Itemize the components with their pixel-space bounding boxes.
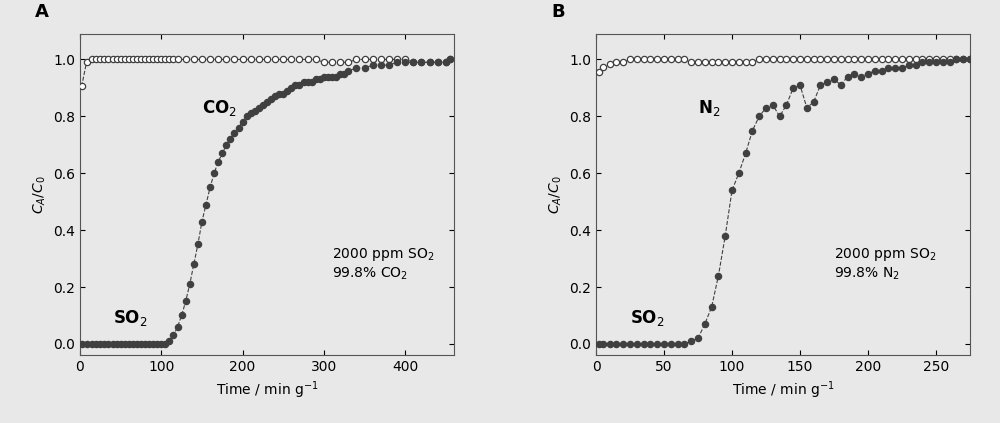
Text: SO$_2$: SO$_2$: [630, 308, 665, 328]
Text: CO$_2$: CO$_2$: [202, 98, 237, 118]
Text: 2000 ppm SO$_2$
99.8% N$_2$: 2000 ppm SO$_2$ 99.8% N$_2$: [834, 246, 936, 282]
Text: SO$_2$: SO$_2$: [113, 308, 147, 328]
Y-axis label: $C_A$/$C_0$: $C_A$/$C_0$: [31, 175, 48, 214]
Text: 2000 ppm SO$_2$
99.8% CO$_2$: 2000 ppm SO$_2$ 99.8% CO$_2$: [332, 246, 434, 282]
Text: A: A: [35, 3, 49, 21]
Text: N$_2$: N$_2$: [698, 98, 720, 118]
X-axis label: Time / min g$^{-1}$: Time / min g$^{-1}$: [732, 380, 834, 401]
X-axis label: Time / min g$^{-1}$: Time / min g$^{-1}$: [216, 380, 318, 401]
Y-axis label: $C_A$/$C_0$: $C_A$/$C_0$: [547, 175, 564, 214]
Text: B: B: [551, 3, 565, 21]
